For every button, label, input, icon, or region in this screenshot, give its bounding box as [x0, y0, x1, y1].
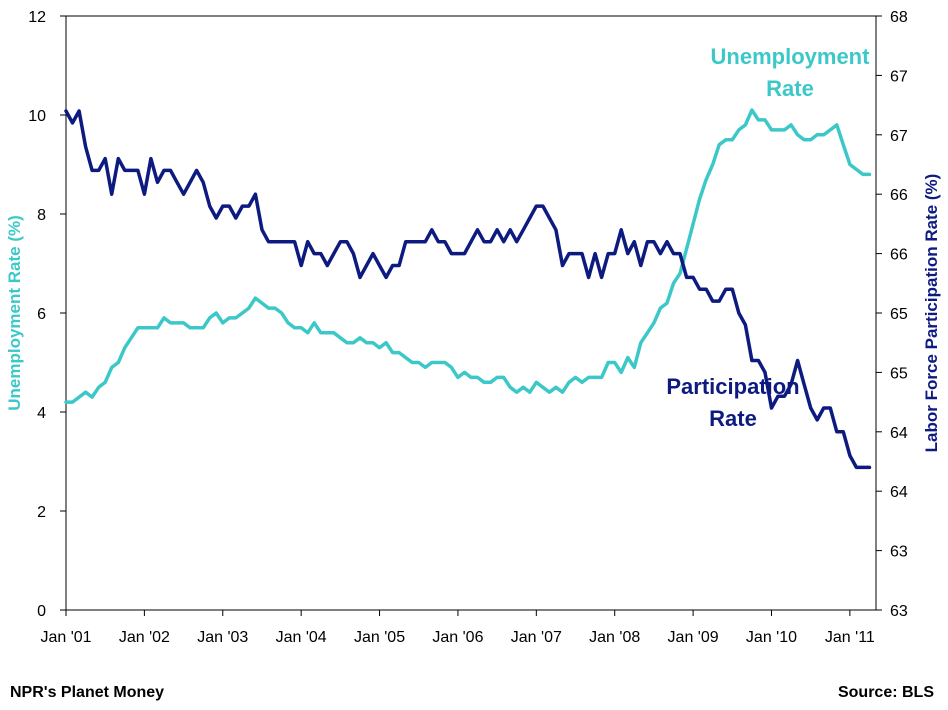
- series-label-participation-rate: Rate: [709, 406, 757, 431]
- right-y-axis-title: Labor Force Participation Rate (%): [922, 174, 941, 453]
- x-tick-label: Jan '10: [746, 629, 797, 646]
- x-tick-label: Jan '05: [354, 629, 405, 646]
- left-y-tick-label: 4: [37, 405, 46, 422]
- x-tick-label: Jan '06: [432, 629, 483, 646]
- right-y-tick-label: 65: [890, 306, 908, 323]
- series-lines: [64, 108, 872, 470]
- x-tick-label: Jan '09: [668, 629, 719, 646]
- footer-credit: NPR's Planet Money: [10, 684, 165, 701]
- right-y-tick-label: 63: [890, 544, 908, 561]
- series-label-unemployment-rate: Unemployment: [711, 44, 871, 69]
- series-labels: Unemployment Rate Participation Rate: [666, 44, 870, 431]
- left-y-tick-label: 2: [37, 504, 46, 521]
- x-tick-label: Jan '02: [119, 629, 170, 646]
- series-line-unemployment-rate: [64, 108, 872, 404]
- x-tick-label: Jan '01: [40, 629, 91, 646]
- series-label-unemployment-rate: Rate: [766, 76, 814, 101]
- right-y-tick-label: 66: [890, 187, 908, 204]
- right-y-tick-label: 63: [890, 603, 908, 620]
- x-tick-label: Jan '07: [511, 629, 562, 646]
- plot-area: [65, 15, 877, 611]
- right-y-axis-ticks: 63 63 64 64 65 65 66 66 67 67 68: [876, 9, 908, 620]
- footer-source: Source: BLS: [837, 684, 934, 701]
- left-y-tick-label: 10: [28, 108, 46, 125]
- left-y-tick-label: 12: [28, 9, 46, 26]
- left-y-tick-label: 6: [37, 306, 46, 323]
- right-y-tick-label: 64: [890, 484, 908, 501]
- x-tick-label: Jan '08: [589, 629, 640, 646]
- right-y-tick-label: 67: [890, 128, 908, 145]
- left-y-axis-ticks: 0 2 4 6 8 10 12: [28, 9, 66, 620]
- x-tick-label: Jan '04: [276, 629, 327, 646]
- left-y-axis-title: Unemployment Rate (%): [5, 215, 24, 411]
- right-y-tick-label: 66: [890, 247, 908, 264]
- right-y-tick-label: 65: [890, 365, 908, 382]
- right-y-tick-label: 67: [890, 68, 908, 85]
- series-line-participation-rate: [64, 109, 872, 470]
- x-axis-ticks: Jan '01 Jan '02 Jan '03 Jan '04 Jan '05 Jan '…: [40, 610, 875, 646]
- right-y-tick-label: 64: [890, 425, 908, 442]
- x-tick-label: Jan '11: [825, 629, 875, 646]
- left-y-tick-label: 0: [37, 603, 46, 620]
- left-y-tick-label: 8: [37, 207, 46, 224]
- series-label-participation-rate: Participation: [666, 374, 799, 399]
- right-y-tick-label: 68: [890, 9, 908, 26]
- x-tick-label: Jan '03: [197, 629, 248, 646]
